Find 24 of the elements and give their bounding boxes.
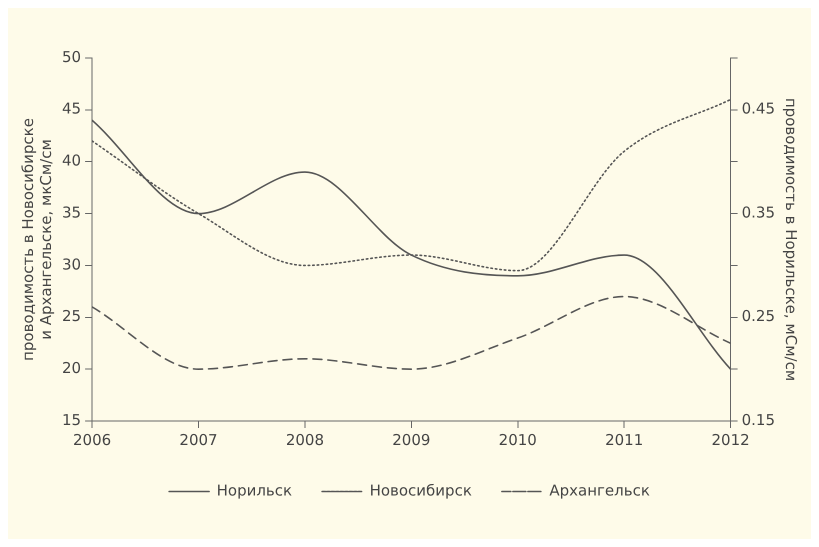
x-tick-label: 2007 [179, 430, 218, 449]
y-tick-label: 15 [62, 410, 82, 429]
y-tick-label: 25 [62, 307, 82, 326]
x-tick-label: 2009 [392, 430, 430, 449]
legend-label: Норильск [216, 481, 292, 500]
y-tick-label: 35 [62, 203, 82, 222]
y-tick-label: 45 [62, 100, 82, 118]
x-tick-label: 2008 [286, 430, 324, 449]
y2-tick-label: 0.35 [742, 203, 776, 222]
y-tick-label: 30 [62, 255, 82, 274]
x-tick-label: 2011 [605, 430, 644, 449]
x-tick-label: 2006 [72, 430, 112, 449]
x-tick-label: 2012 [712, 430, 750, 449]
y2-tick-label: 0.15 [742, 410, 776, 429]
y2-tick-label: 0.25 [742, 307, 776, 326]
y-tick-label: 20 [62, 359, 82, 378]
y2-axis-title: проводимость в Норильске, мСм/см [782, 98, 800, 382]
legend-label: Архангельск [549, 481, 650, 500]
y2-tick-label: 0.45 [742, 100, 776, 118]
x-tick-label: 2010 [498, 430, 537, 449]
y-tick-label: 50 [62, 48, 82, 66]
y-axis-title: проводимость в Новосибирске и Архангельске, мкСм/см [18, 118, 55, 361]
legend-label: Новосибирск [370, 481, 472, 500]
y-tick-label: 40 [62, 152, 82, 170]
